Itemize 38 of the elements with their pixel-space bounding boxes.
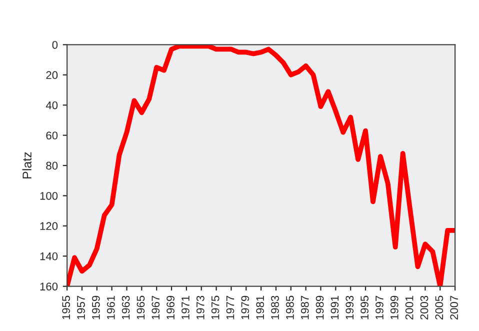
- x-tick-label: 1969: [166, 296, 174, 320]
- x-tick-label: 2003: [420, 296, 428, 320]
- x-tick-label: 1973: [196, 296, 204, 320]
- x-tick-label: 1983: [271, 296, 279, 320]
- x-tick-label: 1971: [182, 296, 190, 320]
- y-axis-title: Platz: [22, 152, 32, 178]
- x-tick-label: 2005: [435, 296, 444, 320]
- y-tick-label: 60: [46, 132, 58, 140]
- x-tick-label: 1999: [390, 296, 398, 320]
- x-tick-label: 1957: [77, 296, 85, 320]
- line-series: [67, 44, 456, 286]
- x-tick-label: 1963: [122, 296, 130, 320]
- x-tick-label: 1959: [92, 296, 100, 320]
- x-tick-label: 1977: [226, 296, 234, 320]
- x-tick-label: 1991: [330, 296, 339, 320]
- x-tick-label: 1975: [211, 296, 220, 320]
- x-tick-label: 1993: [346, 296, 354, 320]
- x-tick-label: 1981: [256, 296, 264, 320]
- y-tick-label: 140: [40, 252, 58, 260]
- y-tick-label: 100: [40, 192, 58, 200]
- x-tick-label: 2007: [450, 296, 458, 320]
- x-tick-label: 1967: [152, 296, 160, 320]
- y-tick-label: 0: [52, 40, 58, 49]
- x-tick-label: 2001: [405, 296, 414, 320]
- x-tick-label: 1987: [300, 296, 309, 320]
- x-tick-label: 1965: [136, 296, 145, 320]
- x-tick-label: 1985: [286, 296, 294, 320]
- y-tick-label: 160: [40, 282, 58, 290]
- x-tick-label: 1961: [106, 296, 115, 320]
- x-tick-label: 1955: [62, 296, 70, 320]
- x-tick-label: 1979: [241, 296, 250, 320]
- y-tick-label: 80: [46, 162, 58, 170]
- y-tick-label: 40: [46, 101, 58, 110]
- x-tick-label: 1989: [316, 296, 324, 320]
- x-tick-label: 1997: [376, 296, 384, 320]
- y-tick-label: 20: [46, 71, 58, 80]
- y-tick-label: 120: [40, 222, 58, 230]
- x-tick-label: 1995: [360, 296, 368, 320]
